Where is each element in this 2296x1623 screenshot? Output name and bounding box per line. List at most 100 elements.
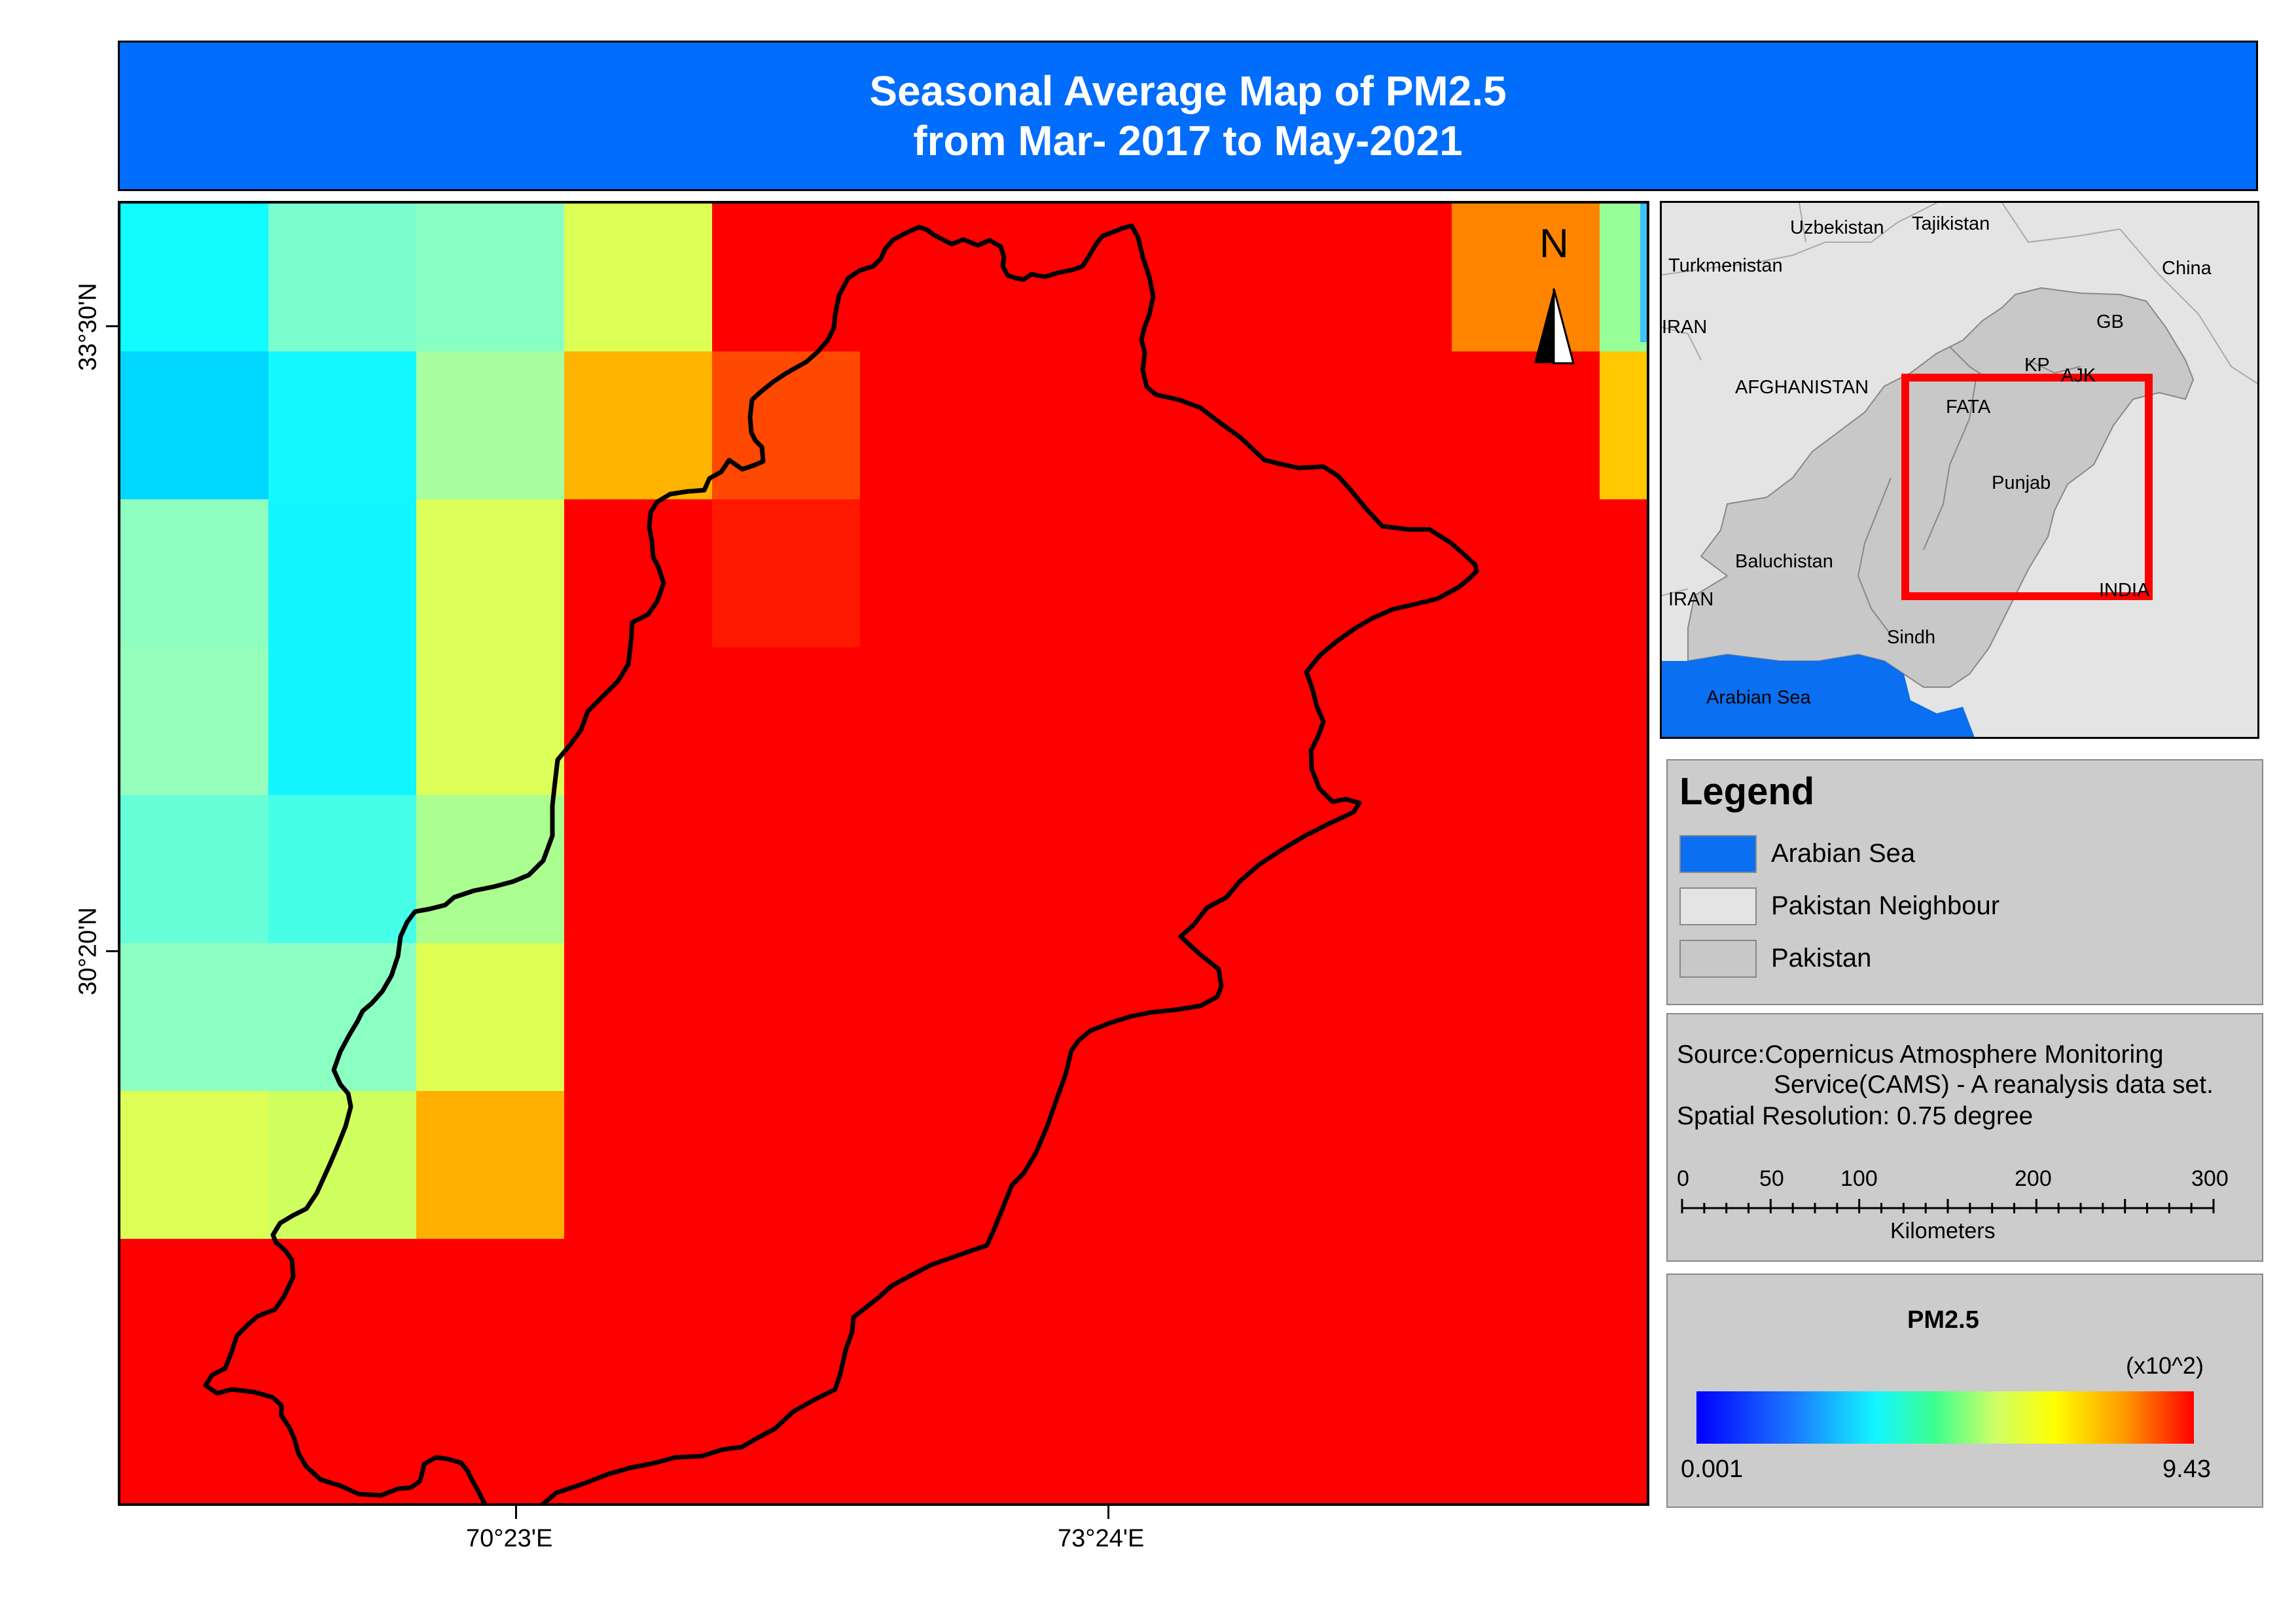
inset-label-turkmenistan: Turkmenistan	[1668, 255, 1783, 276]
grid-cell	[120, 1239, 268, 1387]
grid-cell	[1600, 1239, 1647, 1387]
inset-label-punjab: Punjab	[1992, 473, 2051, 493]
inset-shapes	[1662, 203, 2257, 737]
grid-cell	[416, 499, 564, 647]
grid-cell	[416, 943, 564, 1091]
colorbar-panel: PM2.5 (x10^2) 0.001 9.43	[1666, 1274, 2263, 1508]
grid-cell	[1452, 1091, 1600, 1239]
lon-tick-1	[515, 1506, 517, 1519]
grid-cell	[1452, 795, 1600, 943]
grid-cell	[1008, 647, 1156, 795]
source-panel: Source:Copernicus Atmosphere Monitoring …	[1666, 1013, 2263, 1262]
grid-cell	[268, 795, 416, 943]
colorbar-title: PM2.5	[1907, 1306, 1979, 1334]
grid-cell	[1452, 204, 1600, 351]
grid-cell	[1156, 351, 1304, 499]
lat-label-1: 33°30'N	[74, 283, 102, 371]
grid-cell	[268, 943, 416, 1091]
grid-cell	[1452, 647, 1600, 795]
lat-tick-1	[106, 325, 119, 327]
grid-cell	[712, 1239, 860, 1387]
north-arrow-label: N	[1539, 221, 1569, 266]
grid-cell	[120, 943, 268, 1091]
punjab-boundary	[203, 223, 1479, 1503]
grid-cell	[1304, 795, 1452, 943]
legend-title: Legend	[1679, 770, 1815, 813]
grid-cell	[1304, 1387, 1452, 1503]
grid-cell	[712, 351, 860, 499]
pm25-grid	[120, 204, 1647, 1503]
title-line-1: Seasonal Average Map of PM2.5	[869, 67, 1507, 115]
grid-cell	[564, 499, 712, 647]
colorbar-min: 0.001	[1681, 1455, 1744, 1483]
source-line-1: Source:Copernicus Atmosphere Monitoring	[1677, 1041, 2164, 1069]
grid-cell	[1600, 351, 1647, 499]
scale-tick-100: 100	[1840, 1166, 1878, 1191]
grid-cell	[120, 647, 268, 795]
grid-cell	[1304, 204, 1452, 351]
grid-cell	[1452, 943, 1600, 1091]
grid-cell	[564, 943, 712, 1091]
grid-cell	[416, 351, 564, 499]
source-line-3: Spatial Resolution: 0.75 degree	[1677, 1102, 2034, 1130]
north-arrow-icon	[1534, 288, 1575, 365]
grid-cell	[712, 1091, 860, 1239]
lon-label-1: 70°23'E	[466, 1525, 553, 1552]
grid-cell	[1452, 351, 1600, 499]
grid-cell	[860, 795, 1008, 943]
inset-label-india: INDIA	[2099, 580, 2150, 601]
lat-tick-2	[106, 950, 119, 952]
inset-label-fata: FATA	[1946, 397, 1991, 418]
grid-cell	[1304, 943, 1452, 1091]
colorbar-multiplier: (x10^2)	[2126, 1352, 2204, 1379]
inset-label-sindh: Sindh	[1887, 627, 1936, 648]
grid-cell	[1600, 1091, 1647, 1239]
legend-label-pakistan: Pakistan	[1771, 944, 1872, 972]
grid-cell	[1008, 1091, 1156, 1239]
grid-cell	[860, 943, 1008, 1091]
locator-inset-map: Uzbekistan Tajikistan Turkmenistan China…	[1660, 201, 2259, 739]
grid-cell	[712, 943, 860, 1091]
legend-label-neighbour: Pakistan Neighbour	[1771, 891, 2000, 920]
grid-cell	[1008, 1239, 1156, 1387]
grid-cell	[564, 1091, 712, 1239]
grid-cell	[268, 204, 416, 351]
grid-cell	[1008, 499, 1156, 647]
map-edge-strip	[1640, 204, 1647, 342]
title-line-2: from Mar- 2017 to May-2021	[913, 117, 1463, 164]
grid-cell	[712, 1387, 860, 1503]
scale-tick-300: 300	[2191, 1166, 2229, 1191]
inset-label-iran-bottom: IRAN	[1668, 589, 1714, 610]
lat-label-2: 30°20'N	[74, 907, 102, 995]
grid-cell	[268, 499, 416, 647]
grid-cell	[268, 647, 416, 795]
inset-label-gb: GB	[2096, 312, 2124, 332]
grid-cell	[1304, 647, 1452, 795]
grid-cell	[1600, 204, 1647, 351]
grid-cell	[1600, 943, 1647, 1091]
inset-label-arabian-sea: Arabian Sea	[1706, 687, 1811, 708]
grid-cell	[1156, 943, 1304, 1091]
scale-unit: Kilometers	[1890, 1219, 1996, 1243]
grid-cell	[564, 351, 712, 499]
scale-tick-200: 200	[2015, 1166, 2052, 1191]
grid-cell	[860, 647, 1008, 795]
grid-cell	[1304, 1091, 1452, 1239]
grid-cell	[416, 1239, 564, 1387]
grid-cell	[416, 204, 564, 351]
grid-cell	[1600, 1387, 1647, 1503]
scale-tick-0: 0	[1677, 1166, 1689, 1191]
grid-cell	[712, 499, 860, 647]
grid-cell	[1156, 204, 1304, 351]
inset-label-baluchistan: Baluchistan	[1735, 551, 1833, 572]
source-line-2: Service(CAMS) - A reanalysis data set.	[1774, 1071, 2214, 1099]
grid-cell	[1156, 1239, 1304, 1387]
grid-cell	[268, 351, 416, 499]
grid-cell	[1304, 351, 1452, 499]
inset-label-iran-top: IRAN	[1662, 317, 1708, 338]
legend-swatch-arabian-sea	[1679, 835, 1757, 873]
grid-cell	[1156, 647, 1304, 795]
pm25-raster-map: N	[118, 201, 1649, 1506]
grid-cell	[564, 795, 712, 943]
scale-tick-50: 50	[1759, 1166, 1784, 1191]
